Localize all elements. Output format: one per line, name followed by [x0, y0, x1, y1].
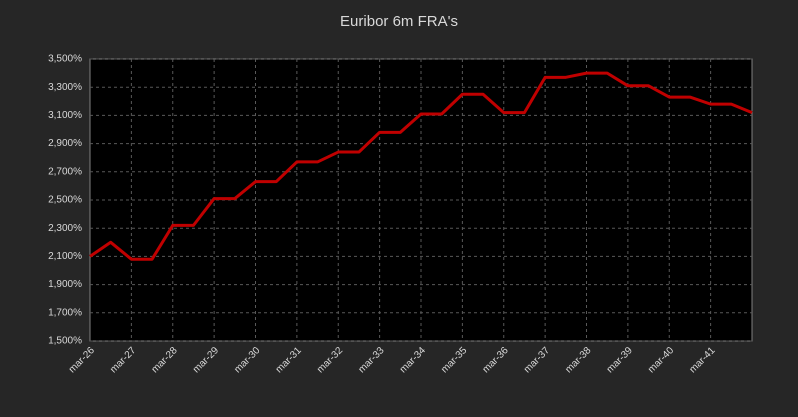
- y-tick-label: 1,500%: [48, 336, 82, 347]
- y-tick-label: 2,700%: [48, 166, 82, 177]
- y-tick-label: 1,900%: [48, 279, 82, 290]
- line-series: [89, 71, 753, 261]
- y-tick-label: 2,100%: [48, 251, 82, 262]
- y-tick-label: 2,900%: [48, 138, 82, 149]
- y-tick-label: 3,100%: [48, 110, 82, 121]
- y-tick-label: 1,700%: [48, 307, 82, 318]
- y-tick-label: 2,500%: [48, 195, 82, 206]
- y-tick-label: 2,300%: [48, 223, 82, 234]
- y-tick-label: 3,500%: [48, 54, 82, 65]
- chart-title: Euribor 6m FRA's: [340, 13, 458, 30]
- y-tick-label: 3,300%: [48, 82, 82, 93]
